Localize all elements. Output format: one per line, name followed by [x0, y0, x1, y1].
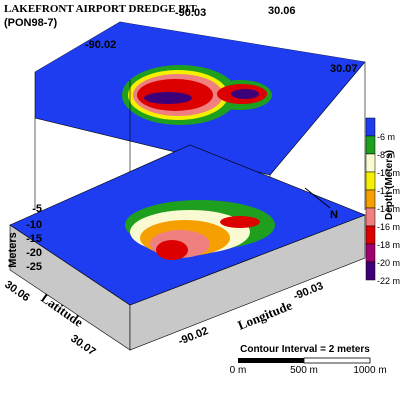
legend-swatch — [365, 153, 376, 173]
block-surface — [125, 200, 275, 260]
scale-bar-dark — [238, 358, 304, 363]
legend-label: -12 m — [377, 186, 400, 196]
legend-swatch — [365, 135, 376, 155]
legend-label: -8 m — [377, 150, 395, 160]
top-lon-label: -90.03 — [175, 7, 206, 19]
z-axis-label: Meters — [7, 232, 19, 267]
legend-swatch — [365, 117, 376, 137]
legend-label: -18 m — [377, 240, 400, 250]
scale-note: Contour Interval = 2 meters — [240, 344, 370, 355]
scale-label: 0 m — [230, 365, 247, 376]
legend-swatch — [365, 189, 376, 209]
top-lon-label: -90.02 — [85, 39, 116, 51]
legend-swatch — [365, 207, 376, 227]
lat-label: 30.06 — [2, 279, 31, 305]
legend-label: -22 m — [377, 276, 400, 286]
lat-label: 30.07 — [68, 333, 97, 359]
scale-bar-light — [303, 357, 371, 364]
top-blob — [122, 65, 272, 125]
legend-label: -14 m — [377, 204, 400, 214]
top-lat-label: 30.06 — [268, 5, 296, 17]
z-label: -5 — [32, 203, 42, 215]
subtitle: (PON98-7) — [4, 17, 58, 29]
z-label: -10 — [26, 219, 42, 231]
legend-swatch — [365, 261, 376, 281]
legend-label: -10 m — [377, 168, 400, 178]
title: LAKEFRONT AIRPORT DREDGE PIT — [4, 3, 197, 15]
legend-title: Depth (Meters) — [384, 150, 395, 220]
north-arrow — [304, 187, 331, 209]
legend-label: -20 m — [377, 258, 400, 268]
legend-swatch — [365, 243, 376, 263]
scale-label: 500 m — [290, 365, 318, 376]
scale-label: 1000 m — [353, 365, 386, 376]
z-label: -20 — [26, 247, 42, 259]
legend: -6 m -8 m -10 m -12 m -14 m -16 m -18 m -20 m -2… — [365, 117, 400, 286]
legend-label: -16 m — [377, 222, 400, 232]
z-label: -25 — [26, 261, 42, 273]
legend-label: -6 m — [377, 132, 395, 142]
legend-swatch — [365, 171, 376, 191]
legend-swatch — [365, 225, 376, 245]
north-label: N — [330, 209, 338, 221]
z-label: -15 — [26, 233, 42, 245]
top-lat-label: 30.07 — [330, 63, 358, 75]
